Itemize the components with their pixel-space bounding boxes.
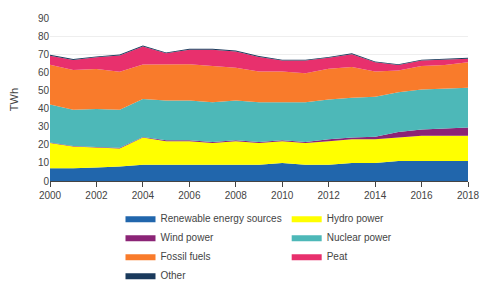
svg-text:2000: 2000 — [39, 190, 62, 201]
svg-text:TWh: TWh — [8, 88, 20, 111]
svg-text:0: 0 — [43, 176, 49, 187]
svg-text:Renewable energy sources: Renewable energy sources — [161, 213, 282, 224]
svg-text:2008: 2008 — [225, 190, 248, 201]
svg-text:Hydro power: Hydro power — [327, 213, 384, 224]
svg-text:70: 70 — [38, 49, 50, 60]
svg-text:Fossil fuels: Fossil fuels — [161, 251, 211, 262]
svg-text:2002: 2002 — [85, 190, 108, 201]
svg-text:20: 20 — [38, 139, 50, 150]
svg-text:Wind power: Wind power — [161, 232, 214, 243]
svg-text:2018: 2018 — [457, 190, 480, 201]
svg-text:2004: 2004 — [132, 190, 155, 201]
svg-text:2006: 2006 — [178, 190, 201, 201]
svg-text:2016: 2016 — [410, 190, 433, 201]
svg-text:Other: Other — [161, 270, 187, 281]
svg-text:50: 50 — [38, 85, 50, 96]
svg-text:90: 90 — [38, 13, 50, 24]
svg-text:2014: 2014 — [364, 190, 387, 201]
svg-text:40: 40 — [38, 103, 50, 114]
svg-text:2012: 2012 — [318, 190, 341, 201]
svg-text:2010: 2010 — [271, 190, 294, 201]
svg-text:Nuclear power: Nuclear power — [327, 232, 392, 243]
svg-text:Peat: Peat — [327, 251, 348, 262]
svg-text:10: 10 — [38, 157, 50, 168]
svg-text:60: 60 — [38, 67, 50, 78]
svg-text:80: 80 — [38, 31, 50, 42]
svg-text:30: 30 — [38, 121, 50, 132]
